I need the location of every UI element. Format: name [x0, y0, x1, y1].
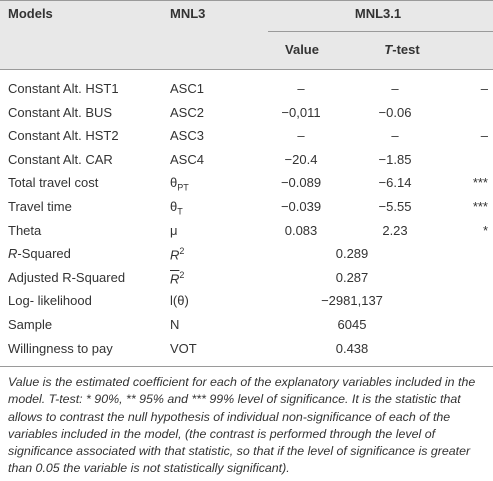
- symbol-base: ASC3: [170, 128, 204, 144]
- row-model: Constant Alt. CAR: [8, 151, 113, 167]
- row-ttest: –: [391, 81, 399, 96]
- row-symbol: ASC3: [170, 128, 204, 143]
- row-value: −20.4: [284, 151, 318, 167]
- rule-header: [0, 69, 493, 70]
- rule-group: [268, 31, 493, 32]
- row-symbol: N: [170, 317, 179, 332]
- row-model: Theta: [8, 222, 42, 238]
- row-model: R-Squared: [8, 246, 71, 261]
- symbol-sup: 2: [179, 246, 185, 257]
- row-model: Total travel cost: [8, 175, 99, 191]
- row-ttest: −0.06: [378, 104, 412, 120]
- header-models: Models: [8, 6, 53, 21]
- row-model: Willingness to pay: [8, 340, 113, 356]
- symbol-base: ASC4: [170, 151, 204, 167]
- symbol-base: θ: [170, 199, 178, 214]
- row-value: −0.039: [280, 199, 322, 214]
- row-ttest: −5.55: [378, 199, 412, 214]
- row-value: –: [297, 128, 305, 144]
- row-model-text: -Squared: [17, 246, 71, 262]
- row-symbol: R2: [170, 246, 184, 262]
- rule-top: [0, 0, 493, 1]
- symbol-sub: PT: [177, 182, 189, 193]
- row-model: Log- likelihood: [8, 293, 92, 309]
- row-symbol: ASC2: [170, 105, 204, 120]
- row-value: 0.438: [335, 340, 369, 356]
- row-symbol: θPT: [170, 175, 189, 193]
- row-symbol: ASC4: [170, 152, 204, 167]
- symbol-base: μ: [170, 222, 178, 238]
- symbol-base: ASC1: [170, 81, 204, 96]
- rule-bottom: [0, 366, 493, 367]
- symbol-base: l(θ): [170, 293, 189, 309]
- footnote: Value is the estimated coefficient for e…: [8, 375, 476, 476]
- row-symbol: μ: [170, 223, 178, 238]
- row-ttest: 2.23: [382, 222, 408, 238]
- row-significance: ***: [472, 199, 488, 214]
- row-value: –: [297, 81, 305, 96]
- header-ttest-text: -test: [392, 42, 420, 57]
- row-symbol: R2: [170, 270, 184, 286]
- row-value: 0.287: [335, 269, 369, 285]
- row-ttest: −1.85: [378, 151, 412, 167]
- row-symbol: l(θ): [170, 293, 189, 308]
- row-ttest: –: [391, 128, 399, 144]
- row-value: −0.089: [280, 175, 322, 191]
- header-ttest-italic: T: [384, 42, 393, 57]
- symbol-sup: 2: [179, 269, 185, 280]
- symbol-base: R: [170, 271, 180, 287]
- row-significance: –: [480, 128, 488, 144]
- symbol-base: R: [170, 247, 180, 263]
- row-model: Travel time: [8, 199, 72, 214]
- row-value: 0.083: [284, 222, 318, 238]
- symbol-base: N: [170, 317, 180, 332]
- symbol-base: VOT: [170, 340, 197, 356]
- row-ttest: −6.14: [378, 175, 412, 191]
- row-significance: *: [482, 222, 488, 238]
- row-significance: ***: [472, 175, 488, 191]
- row-model: Sample: [8, 317, 53, 332]
- row-value: 6045: [337, 317, 367, 332]
- row-symbol: ASC1: [170, 81, 204, 96]
- symbol-sub: T: [177, 206, 183, 217]
- row-significance: –: [480, 81, 488, 96]
- row-model: Constant Alt. BUS: [8, 104, 113, 120]
- row-model: Adjusted R-Squared: [8, 269, 126, 285]
- row-value: −0,011: [281, 104, 321, 120]
- row-symbol: VOT: [170, 341, 197, 356]
- header-ttest: T-test: [384, 42, 419, 57]
- header-value: Value: [285, 42, 319, 57]
- row-value: 0.289: [335, 246, 369, 262]
- row-model: Constant Alt. HST1: [8, 81, 119, 96]
- header-mnl3: MNL3: [170, 6, 206, 21]
- symbol-base: ASC2: [170, 104, 204, 120]
- symbol-base: θ: [170, 175, 178, 191]
- row-model-italic: R: [8, 246, 18, 262]
- row-value: −2981,137: [321, 293, 383, 309]
- header-mnl31: MNL3.1: [354, 6, 402, 21]
- row-model: Constant Alt. HST2: [8, 128, 119, 144]
- row-symbol: θT: [170, 199, 183, 217]
- header-band: [0, 0, 493, 70]
